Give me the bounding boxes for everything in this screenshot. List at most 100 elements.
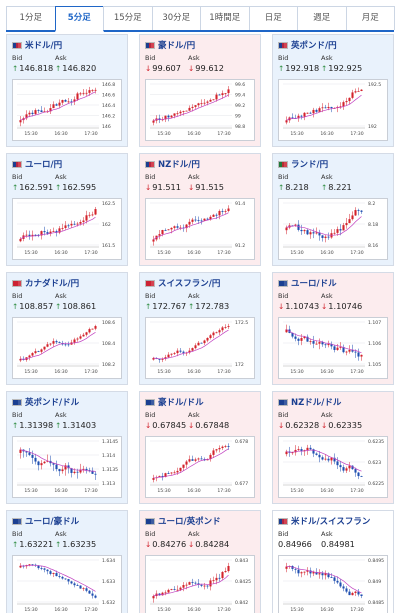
card-header: NZドル/ドル <box>278 396 388 408</box>
ask-value-wrap: ↑172.783 <box>188 301 229 311</box>
currency-pair-name[interactable]: スイスフラン/円 <box>158 279 221 289</box>
mini-chart[interactable]: 1.3145 1.314 1.3135 1.313 15:30 16:30 17:30 <box>12 436 122 498</box>
x-tick-label: 15:30 <box>290 369 303 375</box>
candle-body <box>191 348 194 351</box>
rate-card[interactable]: ユーロ/ドル Bid Ask ↓1.10743 ↓1.10746 1.107 1.… <box>272 272 394 385</box>
y-tick-label: 1.3145 <box>102 439 118 445</box>
mini-chart[interactable]: 8.2 8.18 8.16 15:30 16:30 17:30 <box>278 198 388 260</box>
mini-chart[interactable]: 0.8495 0.849 0.8485 15:30 16:30 17:30 <box>278 555 388 613</box>
x-tick-label: 16:30 <box>320 607 333 613</box>
tab-15min[interactable]: 15分足 <box>103 6 153 30</box>
currency-pair-name[interactable]: NZドル/ドル <box>291 398 342 408</box>
mini-chart[interactable]: 172.5 172 15:30 16:30 17:30 <box>145 317 255 379</box>
candle-body <box>55 464 58 470</box>
rate-card[interactable]: 豪ドル/ドル Bid Ask ↓0.67845 ↓0.67848 0.678 0.… <box>139 391 261 504</box>
tab-1min[interactable]: 1分足 <box>6 6 56 30</box>
candle-body <box>321 107 324 109</box>
y-tick-label: 161.5 <box>102 243 115 249</box>
mini-chart[interactable]: 99.6 99.4 99.2 99 98.8 15:30 16:30 17:30 <box>145 79 255 141</box>
tab-monthly[interactable]: 月足 <box>345 6 395 30</box>
mini-chart[interactable]: 0.843 0.8425 0.842 15:30 16:30 17:30 <box>145 555 255 613</box>
bid-value-wrap: ↓99.607 <box>145 63 188 73</box>
ask-arrow-icon: ↑ <box>321 183 328 192</box>
candle-body <box>55 573 58 577</box>
candle-body <box>342 225 345 231</box>
rate-card[interactable]: スイスフラン/円 Bid Ask ↑172.767 ↑172.783 172.5… <box>139 272 261 385</box>
mini-chart[interactable]: 108.6 108.4 108.2 15:30 16:30 17:30 <box>12 317 122 379</box>
x-tick-label: 15:30 <box>290 607 303 613</box>
ask-value: 162.595 <box>62 182 97 192</box>
mini-chart[interactable]: 1.634 1.633 1.632 15:30 16:30 17:30 <box>12 555 122 613</box>
rate-card[interactable]: 英ポンド/円 Bid Ask ↑192.918 ↑192.925 192.5 19… <box>272 34 394 147</box>
currency-pair-name[interactable]: 豪ドル/ドル <box>158 398 204 408</box>
rate-card[interactable]: ユーロ/豪ドル Bid Ask ↑1.63221 ↑1.63235 1.634 1… <box>6 510 128 613</box>
bid-label: Bid <box>12 54 23 62</box>
mini-chart[interactable]: 0.6235 0.623 0.6225 15:30 16:30 17:30 <box>278 436 388 498</box>
rate-card[interactable]: NZドル/円 Bid Ask ↓91.511 ↓91.515 91.4 91.2 1… <box>139 153 261 266</box>
rate-card[interactable]: ユーロ/英ポンド Bid Ask ↓0.84276 ↓0.84284 0.843… <box>139 510 261 613</box>
candle-body <box>52 573 55 574</box>
currency-flag-icon <box>12 41 22 49</box>
candle-body <box>188 107 191 111</box>
moving-average-line <box>286 94 362 121</box>
tab-daily[interactable]: 日足 <box>248 6 298 30</box>
mini-chart[interactable]: 192.5 192 15:30 16:30 17:30 <box>278 79 388 141</box>
currency-pair-name[interactable]: ユーロ/豪ドル <box>25 517 80 527</box>
rate-card[interactable]: ユーロ/円 Bid Ask ↑162.591 ↑162.595 162.5 162… <box>6 153 128 266</box>
rate-card[interactable]: 豪ドル/円 Bid Ask ↓99.607 ↓99.612 99.6 99.4 99… <box>139 34 261 147</box>
currency-pair-name[interactable]: ユーロ/英ポンド <box>158 517 221 527</box>
candle-body <box>61 100 64 103</box>
candle-body <box>76 93 79 100</box>
currency-pair-name[interactable]: 米ドル/円 <box>25 41 63 51</box>
x-tick-label: 15:30 <box>24 131 37 137</box>
candle-body <box>218 330 221 333</box>
candle-body <box>91 593 94 596</box>
bid-value: 0.62328 <box>285 420 320 430</box>
candle-body <box>306 447 309 451</box>
rate-card[interactable]: ランド/円 Bid Ask ↑8.218 ↑8.221 8.2 8.18 8.16 1… <box>272 153 394 266</box>
moving-average-line <box>286 216 362 236</box>
candle-body <box>82 334 85 337</box>
candle-body <box>221 93 224 96</box>
candle-body <box>152 477 155 480</box>
rate-card[interactable]: 米ドル/スイスフラン Bid Ask 0.84966 0.84981 0.849… <box>272 510 394 613</box>
rate-card[interactable]: カナダドル/円 Bid Ask ↑108.857 ↑108.861 108.6 1… <box>6 272 128 385</box>
candle-body <box>303 450 306 452</box>
currency-pair-name[interactable]: ユーロ/ドル <box>291 279 337 289</box>
currency-pair-name[interactable]: カナダドル/円 <box>25 279 80 289</box>
tab-1hour[interactable]: 1時間足 <box>200 6 250 30</box>
currency-pair-name[interactable]: 豪ドル/円 <box>158 41 196 51</box>
currency-flag-icon <box>278 41 288 49</box>
tab-30min[interactable]: 30分足 <box>151 6 201 30</box>
rate-card[interactable]: 英ポンド/ドル Bid Ask ↑1.31398 ↑1.31403 1.3145… <box>6 391 128 504</box>
candle-body <box>82 588 85 590</box>
candle-body <box>360 476 363 477</box>
candle-body <box>167 589 170 593</box>
tab-5min[interactable]: 5分足 <box>54 6 104 32</box>
currency-pair-name[interactable]: ユーロ/円 <box>25 160 63 170</box>
currency-pair-name[interactable]: 英ポンド/ドル <box>25 398 80 408</box>
candle-body <box>185 584 188 586</box>
rate-card[interactable]: 米ドル/円 Bid Ask ↑146.818 ↑146.820 146.8 146… <box>6 34 128 147</box>
currency-pair-name[interactable]: NZドル/円 <box>158 160 200 170</box>
mini-chart[interactable]: 146.8 146.6 146.4 146.2 146 15:30 16:30 17:30 <box>12 79 122 141</box>
card-header: ユーロ/英ポンド <box>145 515 255 527</box>
rate-card[interactable]: NZドル/ドル Bid Ask ↓0.62328 ↓0.62335 0.6235… <box>272 391 394 504</box>
candle-body <box>191 582 194 583</box>
mini-chart[interactable]: 162.5 162 161.5 15:30 16:30 17:30 <box>12 198 122 260</box>
candle-body <box>152 358 155 360</box>
candle-body <box>182 585 185 588</box>
currency-pair-name[interactable]: 英ポンド/円 <box>291 41 337 51</box>
bid-label: Bid <box>145 411 156 419</box>
currency-pair-name[interactable]: 米ドル/スイスフラン <box>291 517 371 527</box>
candle-body <box>303 571 306 573</box>
candle-body <box>200 458 203 460</box>
mini-chart[interactable]: 91.4 91.2 15:30 16:30 17:30 <box>145 198 255 260</box>
tab-weekly[interactable]: 週足 <box>297 6 347 30</box>
mini-chart[interactable]: 0.678 0.677 15:30 16:30 17:30 <box>145 436 255 498</box>
currency-pair-name[interactable]: ランド/円 <box>291 160 329 170</box>
mini-chart[interactable]: 1.107 1.106 1.105 15:30 16:30 17:30 <box>278 317 388 379</box>
candle-body <box>318 232 321 236</box>
bid-label: Bid <box>12 530 23 538</box>
candle-body <box>82 220 85 222</box>
